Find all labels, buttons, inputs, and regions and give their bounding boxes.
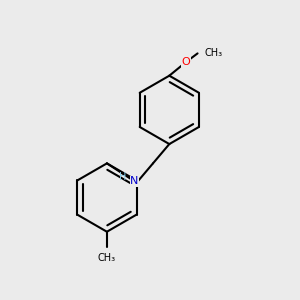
Text: CH₃: CH₃ (205, 48, 223, 59)
Text: O: O (181, 57, 190, 67)
Text: N: N (130, 176, 138, 186)
Text: CH₃: CH₃ (98, 253, 116, 262)
Text: H: H (119, 172, 126, 182)
